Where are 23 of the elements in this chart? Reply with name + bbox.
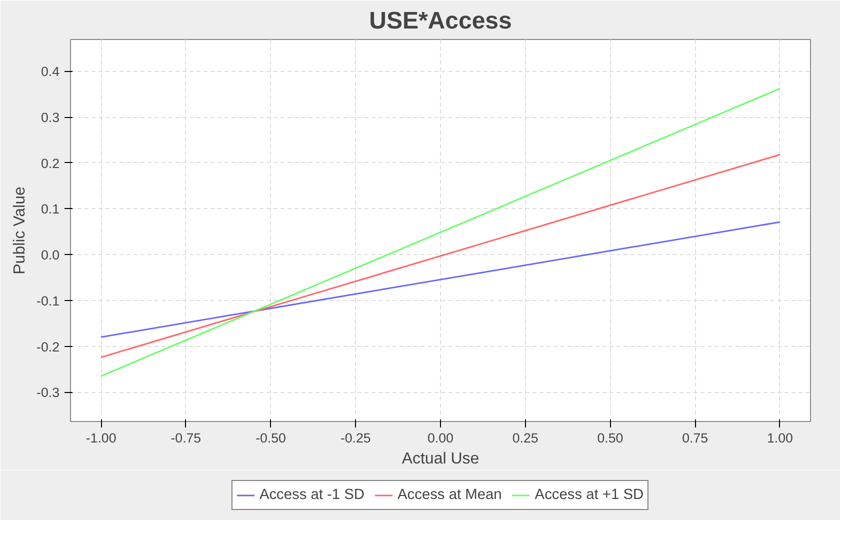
y-axis-title: Public Value [12,186,29,274]
x-tick-label: 0.50 [597,430,624,446]
x-axis-title: Actual Use [402,450,480,468]
x-tick-label: 0.00 [428,430,454,446]
y-tick-label: -0.2 [36,339,60,354]
y-tick-label: -0.3 [36,385,60,400]
y-tick-label: 0.2 [40,156,60,171]
y-tick-label: 0.4 [40,64,60,80]
chart-title: USE*Access [369,8,512,34]
legend-label: Access at -1 SD [259,487,365,503]
legend-label: Access at +1 SD [534,487,644,503]
y-tick-label: -0.1 [36,293,60,308]
y-tick-label: 0.3 [40,110,60,125]
x-tick-label: 0.75 [682,430,708,446]
x-tick-label: -0.25 [340,430,371,446]
y-tick-label: 0.0 [40,248,60,263]
legend-label: Access at Mean [398,487,502,503]
x-tick-label: 0.25 [512,430,538,446]
x-tick-label: -0.75 [170,430,202,446]
y-tick-label: 0.1 [40,202,60,217]
x-tick-label: 1.00 [766,430,793,446]
x-tick-label: -0.50 [256,430,286,446]
x-tick-label: -1.00 [86,430,116,446]
